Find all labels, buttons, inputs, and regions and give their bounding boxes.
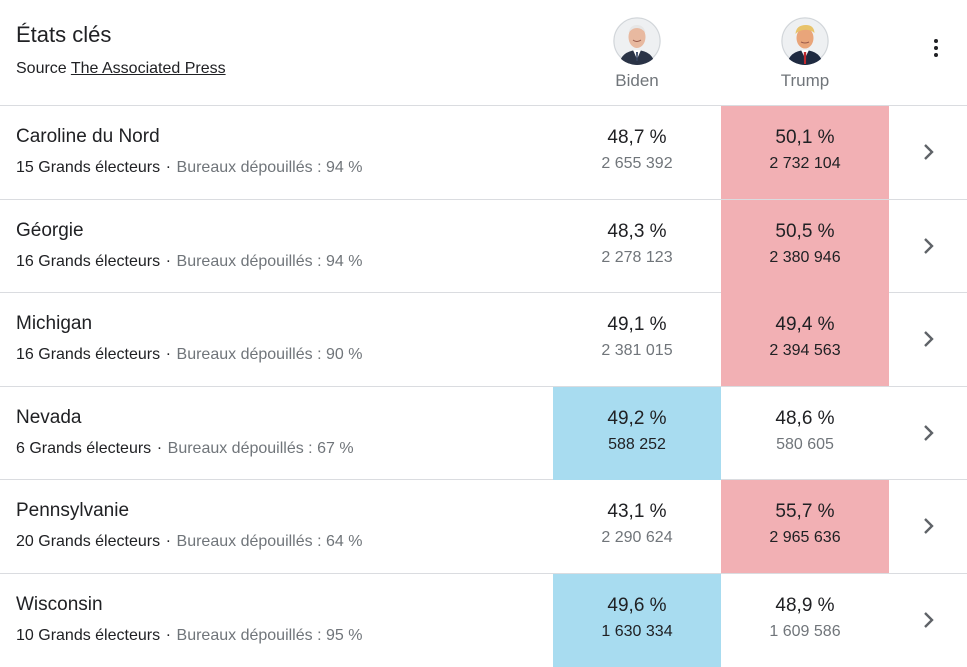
trump-result: 50,5 % 2 380 946 [721, 200, 889, 293]
biden-result: 49,1 % 2 381 015 [553, 293, 721, 386]
state-row[interactable]: Nevada 6 Grands électeurs.Bureaux dépoui… [0, 387, 967, 481]
biden-votes: 2 278 123 [553, 249, 721, 267]
biden-result: 43,1 % 2 290 624 [553, 480, 721, 573]
chevron-right-icon[interactable] [918, 607, 940, 633]
separator-dot: . [166, 529, 170, 546]
electors-count: 6 Grands électeurs [16, 440, 151, 457]
electors-count: 16 Grands électeurs [16, 346, 160, 363]
trump-result: 48,6 % 580 605 [721, 387, 889, 480]
chevron-right-icon[interactable] [918, 420, 940, 446]
trump-votes: 2 965 636 [721, 529, 889, 547]
state-row[interactable]: Caroline du Nord 15 Grands électeurs.Bur… [0, 106, 967, 200]
counted-status: Bureaux dépouillés : 94 % [177, 159, 363, 176]
biden-percent: 48,3 % [553, 221, 721, 243]
chevron-right-icon[interactable] [918, 326, 940, 352]
electors-count: 16 Grands électeurs [16, 253, 160, 270]
biden-percent: 49,6 % [553, 595, 721, 617]
separator-dot: . [166, 249, 170, 266]
state-name: Géorgie [16, 220, 84, 242]
separator-dot: . [157, 436, 161, 453]
electors-count: 15 Grands électeurs [16, 159, 160, 176]
counted-status: Bureaux dépouillés : 67 % [168, 440, 354, 457]
biden-avatar [613, 17, 661, 65]
trump-votes: 2 732 104 [721, 155, 889, 173]
chevron-right-icon[interactable] [918, 513, 940, 539]
trump-result: 55,7 % 2 965 636 [721, 480, 889, 573]
results-header: États clés Source The Associated Press B… [0, 0, 967, 106]
state-row[interactable]: Wisconsin 10 Grands électeurs.Bureaux dé… [0, 574, 967, 667]
candidate-biden: Biden [553, 17, 721, 91]
state-name: Caroline du Nord [16, 126, 160, 148]
state-name: Nevada [16, 407, 82, 429]
biden-percent: 49,2 % [553, 408, 721, 430]
state-name: Pennsylvanie [16, 500, 129, 522]
biden-votes: 1 630 334 [553, 623, 721, 641]
biden-percent: 48,7 % [553, 127, 721, 149]
biden-result: 48,7 % 2 655 392 [553, 106, 721, 199]
trump-result: 50,1 % 2 732 104 [721, 106, 889, 199]
more-options-menu[interactable] [924, 34, 948, 62]
trump-votes: 580 605 [721, 436, 889, 454]
electors-count: 20 Grands électeurs [16, 533, 160, 550]
states-list: Caroline du Nord 15 Grands électeurs.Bur… [0, 106, 967, 667]
page-title: États clés [16, 22, 111, 48]
state-meta: 16 Grands électeurs.Bureaux dépouillés :… [16, 346, 362, 364]
state-meta: 10 Grands électeurs.Bureaux dépouillés :… [16, 627, 362, 645]
biden-votes: 2 290 624 [553, 529, 721, 547]
menu-dot-icon [934, 46, 938, 50]
biden-result: 49,6 % 1 630 334 [553, 574, 721, 667]
menu-dot-icon [934, 39, 938, 43]
candidate-name: Biden [553, 71, 721, 91]
chevron-right-icon[interactable] [918, 139, 940, 165]
biden-votes: 2 655 392 [553, 155, 721, 173]
state-meta: 20 Grands électeurs.Bureaux dépouillés :… [16, 533, 362, 551]
biden-percent: 49,1 % [553, 314, 721, 336]
trump-votes: 2 380 946 [721, 249, 889, 267]
counted-status: Bureaux dépouillés : 64 % [177, 533, 363, 550]
trump-percent: 50,5 % [721, 221, 889, 243]
biden-votes: 2 381 015 [553, 342, 721, 360]
trump-percent: 49,4 % [721, 314, 889, 336]
trump-percent: 50,1 % [721, 127, 889, 149]
state-name: Wisconsin [16, 594, 103, 616]
chevron-right-icon[interactable] [918, 233, 940, 259]
trump-result: 48,9 % 1 609 586 [721, 574, 889, 667]
state-name: Michigan [16, 313, 92, 335]
state-meta: 15 Grands électeurs.Bureaux dépouillés :… [16, 159, 362, 177]
trump-percent: 48,9 % [721, 595, 889, 617]
biden-percent: 43,1 % [553, 501, 721, 523]
trump-percent: 48,6 % [721, 408, 889, 430]
separator-dot: . [166, 623, 170, 640]
trump-percent: 55,7 % [721, 501, 889, 523]
candidate-trump: Trump [721, 17, 889, 91]
biden-result: 49,2 % 588 252 [553, 387, 721, 480]
separator-dot: . [166, 155, 170, 172]
counted-status: Bureaux dépouillés : 90 % [177, 346, 363, 363]
trump-avatar [781, 17, 829, 65]
state-meta: 6 Grands électeurs.Bureaux dépouillés : … [16, 440, 354, 458]
state-row[interactable]: Michigan 16 Grands électeurs.Bureaux dép… [0, 293, 967, 387]
menu-dot-icon [934, 53, 938, 57]
trump-result: 49,4 % 2 394 563 [721, 293, 889, 386]
candidate-name: Trump [721, 71, 889, 91]
source-prefix: Source [16, 60, 67, 77]
biden-votes: 588 252 [553, 436, 721, 454]
source-link[interactable]: The Associated Press [71, 60, 226, 77]
state-row[interactable]: Pennsylvanie 20 Grands électeurs.Bureaux… [0, 480, 967, 574]
state-row[interactable]: Géorgie 16 Grands électeurs.Bureaux dépo… [0, 200, 967, 294]
state-meta: 16 Grands électeurs.Bureaux dépouillés :… [16, 253, 362, 271]
counted-status: Bureaux dépouillés : 95 % [177, 627, 363, 644]
trump-votes: 1 609 586 [721, 623, 889, 641]
counted-status: Bureaux dépouillés : 94 % [177, 253, 363, 270]
biden-result: 48,3 % 2 278 123 [553, 200, 721, 293]
source-line: Source The Associated Press [16, 60, 226, 78]
electors-count: 10 Grands électeurs [16, 627, 160, 644]
separator-dot: . [166, 342, 170, 359]
trump-votes: 2 394 563 [721, 342, 889, 360]
